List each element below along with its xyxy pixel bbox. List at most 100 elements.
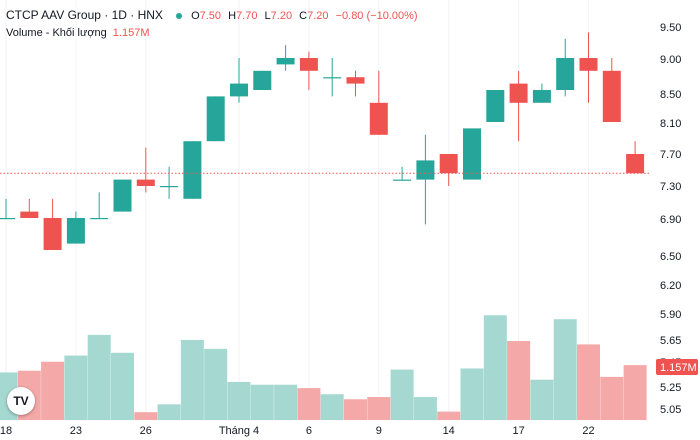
candle-body xyxy=(276,58,295,65)
candles xyxy=(0,32,645,250)
x-tick-label: 23 xyxy=(70,425,82,437)
candle-body xyxy=(206,96,225,142)
volume-bar xyxy=(530,379,554,420)
y-tick-label: 9.50 xyxy=(660,22,681,34)
volume-bar xyxy=(413,397,437,420)
legend: CTCP AAV Group · 1D · HNX O7.50 H7.70 L7… xyxy=(6,6,422,42)
y-tick-label: 7.70 xyxy=(660,149,681,161)
y-tick-label: 6.50 xyxy=(660,251,681,263)
candle-body xyxy=(160,186,179,188)
candle-body xyxy=(113,179,132,212)
volume-bar xyxy=(180,339,204,420)
candle-body xyxy=(532,90,551,103)
open-value: 7.50 xyxy=(199,10,222,22)
low-value: 7.20 xyxy=(270,10,293,22)
candle-body xyxy=(136,179,155,186)
volume-bar xyxy=(344,399,367,420)
volume-bar xyxy=(157,404,181,420)
volume-bar xyxy=(204,348,228,420)
close-value: 7.20 xyxy=(307,10,329,22)
x-tick-label: 17 xyxy=(512,425,524,437)
volume-bar xyxy=(553,319,577,420)
symbol-title[interactable]: CTCP AAV Group · 1D · HNX xyxy=(6,8,163,22)
volume-value: 1.157M xyxy=(112,27,150,39)
volume-bar xyxy=(87,334,111,420)
volume-bar xyxy=(367,397,391,420)
y-tick-label: 8.50 xyxy=(660,89,681,101)
y-tick-label: 6.20 xyxy=(660,280,681,292)
y-tick-label: 6.90 xyxy=(660,214,681,226)
candle-body xyxy=(369,102,388,135)
y-tick-label: 5.05 xyxy=(660,404,681,416)
volume-label[interactable]: Volume - Khối lượng xyxy=(6,27,107,39)
volume-bars xyxy=(0,315,647,420)
volume-bar xyxy=(41,361,65,420)
candle-body xyxy=(626,154,645,174)
x-tick-label: Tháng 4 xyxy=(219,425,259,437)
volume-bar xyxy=(507,341,531,420)
candle-body xyxy=(20,211,39,218)
x-tick-label: 18 xyxy=(0,425,12,437)
last-volume-label: 1.157M xyxy=(660,362,697,374)
volume-bar xyxy=(460,368,484,420)
volume-bar xyxy=(297,388,321,420)
candle-body xyxy=(90,218,109,220)
y-tick-label: 7.30 xyxy=(660,181,681,193)
volume-bar xyxy=(437,411,461,420)
volume-bar xyxy=(274,384,298,420)
x-tick-label: 22 xyxy=(582,425,594,437)
candle-body xyxy=(393,179,412,181)
open-label: O xyxy=(191,10,200,22)
candle-body xyxy=(556,58,575,90)
y-tick-label: 9.00 xyxy=(660,54,681,66)
high-value: 7.70 xyxy=(236,10,258,22)
volume-bar xyxy=(111,352,134,420)
candle-body xyxy=(439,154,458,174)
candle-body xyxy=(323,77,342,79)
x-tick-label: 9 xyxy=(376,425,382,437)
y-tick-label: 5.25 xyxy=(660,382,681,394)
candle-body xyxy=(463,128,481,180)
candle-body xyxy=(416,160,435,180)
axes: 9.50 9.00 8.50 8.10 7.70 7.30 6.90 6.50 6.20 5.90… xyxy=(0,22,698,437)
candle-body xyxy=(43,218,62,250)
legend-main-row: CTCP AAV Group · 1D · HNX O7.50 H7.70 L7… xyxy=(6,6,422,24)
change-value: −0.80 (−10.00%) xyxy=(335,10,418,22)
volume-bar xyxy=(64,355,88,420)
candle-body xyxy=(579,58,598,71)
market-status-dot xyxy=(176,13,182,20)
volume-bar xyxy=(600,376,624,420)
volume-bar xyxy=(320,394,344,420)
candle-body xyxy=(509,83,528,103)
candle-body xyxy=(486,90,505,122)
volume-bar xyxy=(623,365,647,420)
tradingview-logo[interactable]: TV xyxy=(7,387,35,415)
volume-bar xyxy=(134,412,158,420)
low-label: L xyxy=(264,10,271,22)
candle-body xyxy=(299,58,318,71)
y-tick-label: 5.65 xyxy=(660,335,681,347)
candle-body xyxy=(183,141,202,199)
volume-bar xyxy=(483,315,507,420)
close-label: C xyxy=(299,10,308,22)
volume-bar xyxy=(250,384,274,420)
candle-body xyxy=(253,70,272,90)
x-tick-label: 26 xyxy=(140,425,152,437)
last-volume-tag xyxy=(656,359,698,375)
x-tick-label: 6 xyxy=(306,425,312,437)
volume-bar xyxy=(227,381,251,420)
y-tick-label: 5.90 xyxy=(660,309,681,321)
candle-body xyxy=(0,218,15,220)
candle-body xyxy=(602,70,621,122)
y-tick-label: 8.10 xyxy=(660,118,681,130)
candle-body xyxy=(346,77,365,84)
x-tick-label: 14 xyxy=(443,425,455,437)
high-label: H xyxy=(228,10,237,22)
legend-volume-row: Volume - Khối lượng 1.157M xyxy=(6,24,422,42)
candle-body xyxy=(66,218,85,244)
volume-bar xyxy=(390,369,414,420)
candle-body xyxy=(230,83,248,97)
volume-bar xyxy=(577,344,600,420)
